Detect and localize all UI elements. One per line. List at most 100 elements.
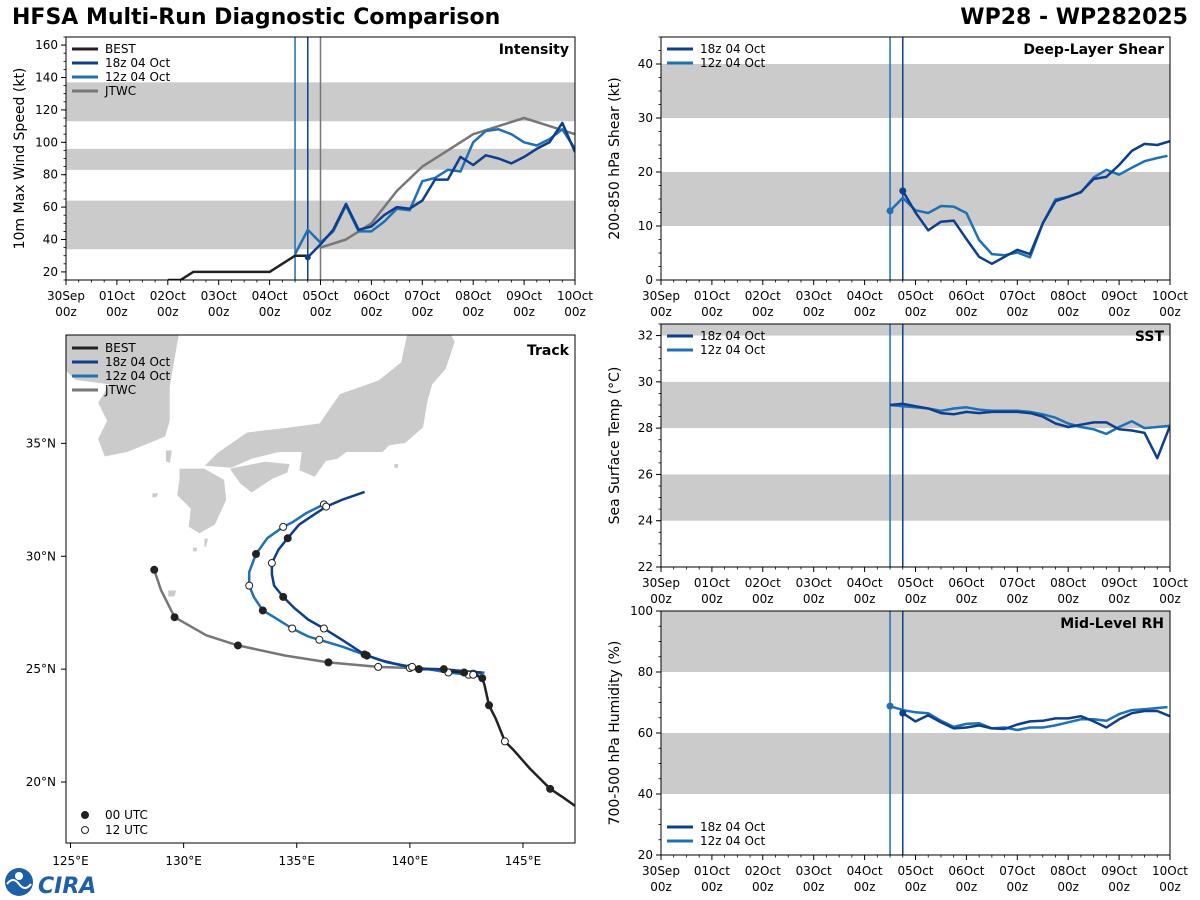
intensity-ytick-label: 120 bbox=[35, 103, 58, 117]
rh-xtick-label: 08Oct bbox=[1050, 864, 1086, 878]
track-panel: 125°E 130°E 135°E 140°E 145°E 20°N 25°N 30°N 35°… bbox=[26, 334, 576, 868]
shear-ylabel: 200-850 hPa Shear (kt) bbox=[607, 77, 623, 239]
shear-xtick-label: 07Oct bbox=[999, 289, 1035, 303]
shear-panel: 0 10 20 30 40 30Sep 00z 01Oct 00z 02Oct 00z 03Oct 00… bbox=[607, 36, 1188, 319]
rh-xtick-label: 00z bbox=[956, 880, 978, 894]
rh-ytick-label: 40 bbox=[638, 787, 653, 801]
track-xtick-label: 145°E bbox=[505, 854, 542, 868]
intensity-xtick-label: 00z bbox=[259, 305, 281, 319]
sst-series-18z-04-oct bbox=[889, 402, 1170, 460]
track-marker-legend-label: 12 UTC bbox=[105, 823, 148, 837]
rh-title: Mid-Level RH bbox=[1060, 616, 1164, 632]
track-point-00utc bbox=[283, 534, 292, 543]
intensity-legend-label: 18z 04 Oct bbox=[105, 56, 171, 70]
rh-ylabel: 700-500 hPa Humidity (%) bbox=[607, 641, 623, 826]
shear-xtick-label: 00z bbox=[701, 305, 723, 319]
sst-xtick-label: 00z bbox=[1057, 592, 1079, 606]
track-point-00utc bbox=[439, 665, 448, 674]
shear-xtick-label: 00z bbox=[1108, 305, 1130, 319]
intensity-ytick-label: 160 bbox=[35, 38, 58, 52]
track-frame bbox=[65, 334, 576, 844]
shear-xtick-label: 00z bbox=[752, 305, 774, 319]
shear-xtick-label: 01Oct bbox=[694, 289, 730, 303]
rh-xtick-label: 00z bbox=[1108, 880, 1130, 894]
track-point-00utc bbox=[460, 668, 469, 677]
rh-legend-label: 18z 04 Oct bbox=[700, 820, 766, 834]
tsushima bbox=[165, 449, 173, 465]
page-title: HFSA Multi-Run Diagnostic Comparison bbox=[12, 5, 501, 30]
shear-ytick-label: 10 bbox=[638, 219, 653, 233]
track-xtick-label: 140°E bbox=[392, 854, 429, 868]
honshu bbox=[203, 335, 456, 478]
sst-ytick-label: 26 bbox=[638, 467, 653, 481]
track-legend-label: JTWC bbox=[104, 383, 136, 397]
intensity-legend-label: 12z 04 Oct bbox=[105, 70, 171, 84]
shear-series-18z-04-oct bbox=[901, 140, 1170, 266]
intensity-xtick-label: 30Sep bbox=[47, 289, 85, 303]
intensity-ytick-label: 140 bbox=[35, 71, 58, 85]
shear-xtick-label: 10Oct bbox=[1152, 289, 1188, 303]
track-legend-label: 12z 04 Oct bbox=[105, 369, 171, 383]
shear-series-12z-04-oct bbox=[889, 154, 1168, 259]
track-xtick-label: 130°E bbox=[165, 854, 202, 868]
sst-xtick-label: 01Oct bbox=[694, 576, 730, 590]
track-point-00utc bbox=[233, 641, 242, 650]
intensity-xtick-label: 00z bbox=[462, 305, 484, 319]
track-ytick-label: 25°N bbox=[26, 662, 56, 676]
intensity-xtick-label: 00z bbox=[106, 305, 128, 319]
rh-xtick-label: 00z bbox=[1159, 880, 1181, 894]
rh-xtick-label: 30Sep bbox=[642, 864, 680, 878]
track-point-12utc bbox=[408, 662, 417, 671]
shear-init-marker bbox=[886, 207, 894, 215]
track-point-12utc bbox=[267, 559, 276, 568]
track-point-12utc bbox=[500, 737, 509, 746]
rh-series-12z-04-oct bbox=[889, 705, 1168, 732]
rh-xtick-label: 04Oct bbox=[847, 864, 883, 878]
sst-xtick-label: 06Oct bbox=[948, 576, 984, 590]
rh-xtick-label: 00z bbox=[905, 880, 927, 894]
intensity-xtick-label: 08Oct bbox=[455, 289, 491, 303]
intensity-xtick-label: 05Oct bbox=[302, 289, 338, 303]
sst-xtick-label: 04Oct bbox=[847, 576, 883, 590]
track-point-12utc bbox=[322, 502, 331, 511]
sst-xtick-label: 07Oct bbox=[999, 576, 1035, 590]
sst-xtick-label: 09Oct bbox=[1101, 576, 1137, 590]
intensity-series-18z-04-oct bbox=[306, 121, 575, 259]
rh-xtick-label: 03Oct bbox=[796, 864, 832, 878]
intensity-xtick-label: 01Oct bbox=[99, 289, 135, 303]
land-masses bbox=[66, 335, 456, 598]
track-point-12utc bbox=[245, 581, 254, 590]
intensity-ytick-label: 20 bbox=[43, 265, 58, 279]
intensity-title: Intensity bbox=[499, 42, 569, 58]
shear-ytick-label: 30 bbox=[638, 111, 653, 125]
shear-xtick-label: 00z bbox=[905, 305, 927, 319]
logo-text: CIRA bbox=[38, 874, 96, 899]
izu-island bbox=[393, 463, 399, 469]
track-point-12utc bbox=[374, 662, 383, 671]
rh-legend-label: 12z 04 Oct bbox=[700, 834, 766, 848]
track-point-12utc bbox=[319, 624, 328, 633]
rh-ytick-label: 80 bbox=[638, 665, 653, 679]
intensity-xtick-label: 00z bbox=[55, 305, 77, 319]
track-point-00utc bbox=[360, 650, 369, 659]
shear-xtick-label: 08Oct bbox=[1050, 289, 1086, 303]
intensity-series-best bbox=[167, 254, 308, 280]
track-title: Track bbox=[527, 343, 570, 359]
intensity-ytick-label: 40 bbox=[43, 233, 58, 247]
shear-xtick-label: 02Oct bbox=[745, 289, 781, 303]
rh-band-1 bbox=[661, 611, 1170, 672]
shear-init-marker bbox=[899, 187, 907, 195]
rh-band-0 bbox=[661, 733, 1170, 794]
intensity-xtick-label: 09Oct bbox=[506, 289, 542, 303]
track-point-00utc bbox=[252, 550, 261, 559]
intensity-xtick-label: 10Oct bbox=[557, 289, 593, 303]
shear-xtick-label: 00z bbox=[956, 305, 978, 319]
shear-ytick-label: 20 bbox=[638, 165, 653, 179]
sst-xtick-label: 00z bbox=[650, 592, 672, 606]
shear-band-0 bbox=[661, 172, 1170, 226]
sst-xtick-label: 00z bbox=[956, 592, 978, 606]
intensity-xtick-label: 02Oct bbox=[150, 289, 186, 303]
shear-xtick-label: 00z bbox=[803, 305, 825, 319]
sst-xtick-label: 00z bbox=[1159, 592, 1181, 606]
